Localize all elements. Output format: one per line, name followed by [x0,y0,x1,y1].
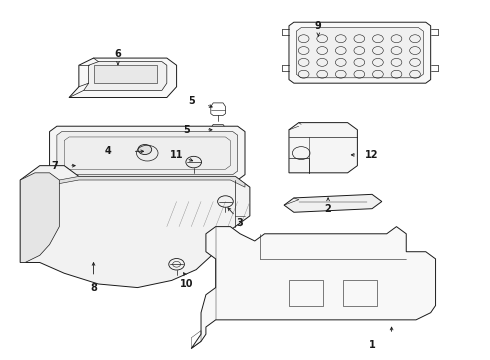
Bar [289,280,323,306]
Text: 5: 5 [188,96,195,106]
Text: 6: 6 [115,49,122,59]
Polygon shape [20,173,59,262]
Text: 9: 9 [315,21,321,31]
Polygon shape [296,28,423,78]
Text: 12: 12 [365,150,379,160]
Polygon shape [20,166,250,288]
Text: 7: 7 [51,161,58,171]
Text: 2: 2 [325,204,331,214]
Polygon shape [191,226,436,348]
Text: 4: 4 [105,146,112,156]
Text: 1: 1 [368,340,375,350]
Polygon shape [289,123,357,173]
Polygon shape [57,132,238,175]
Polygon shape [94,65,157,83]
Polygon shape [84,62,167,90]
Bar [343,280,377,306]
Polygon shape [59,176,245,187]
Text: 11: 11 [170,150,183,160]
Bar [314,140,347,166]
Circle shape [138,144,152,154]
Text: 10: 10 [180,279,193,289]
Text: 5: 5 [183,125,190,135]
Text: 3: 3 [237,218,244,228]
Polygon shape [69,58,176,98]
Polygon shape [284,194,382,212]
Text: 8: 8 [90,283,97,293]
Polygon shape [49,126,245,180]
Polygon shape [289,22,431,83]
